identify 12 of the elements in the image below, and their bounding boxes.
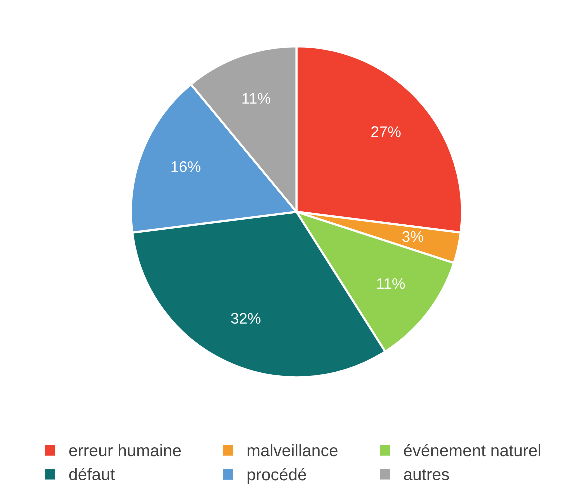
legend-label: malveillance — [248, 444, 338, 457]
data-label: 27% — [372, 126, 401, 138]
data-label: 11% — [242, 93, 271, 104]
legend-label: défaut — [69, 468, 116, 481]
data-label: 3% — [402, 231, 424, 242]
legend-label: autres — [404, 470, 450, 481]
data-label: 16% — [172, 161, 201, 172]
legend-label: événement naturel — [404, 444, 540, 457]
data-label: 32% — [231, 313, 261, 324]
legend-label: erreur humaine — [69, 444, 182, 457]
legend-label: procédé — [248, 468, 306, 484]
data-label: 11% — [377, 278, 406, 290]
